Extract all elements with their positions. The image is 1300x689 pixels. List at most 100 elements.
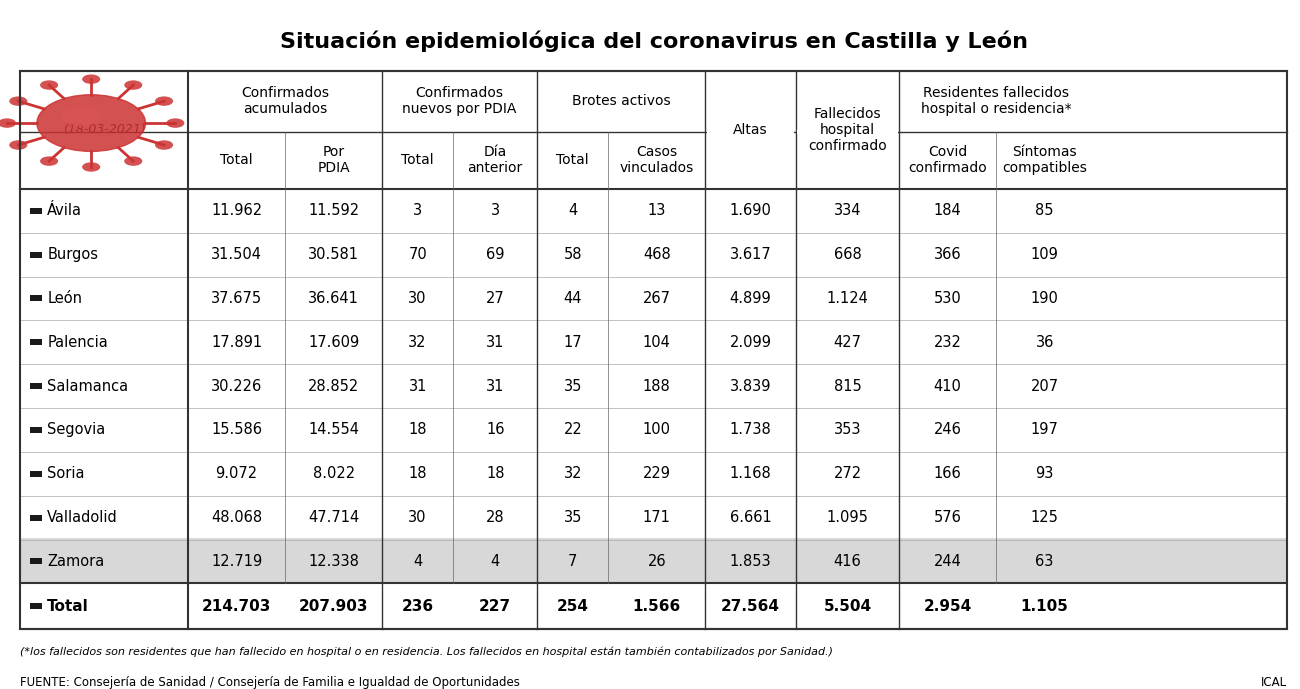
Text: 416: 416: [833, 554, 862, 569]
Text: 1.095: 1.095: [827, 510, 868, 525]
Text: 16: 16: [486, 422, 504, 438]
Bar: [30, 207, 42, 214]
Text: Palencia: Palencia: [47, 335, 108, 350]
Text: Fallecidos
hospital
confirmado: Fallecidos hospital confirmado: [809, 107, 887, 153]
Bar: [30, 296, 42, 302]
Text: 207: 207: [1031, 378, 1058, 393]
Text: 4: 4: [413, 554, 423, 569]
Text: Total: Total: [402, 153, 434, 167]
Text: 3.617: 3.617: [729, 247, 771, 262]
Text: 26: 26: [647, 554, 666, 569]
Text: Brotes activos: Brotes activos: [572, 94, 671, 108]
Text: 31: 31: [486, 335, 504, 350]
Bar: [30, 515, 42, 521]
Text: León: León: [47, 291, 82, 306]
Text: 17.609: 17.609: [308, 335, 359, 350]
Text: 18: 18: [486, 466, 504, 482]
Text: 2.099: 2.099: [729, 335, 771, 350]
Text: 3: 3: [413, 203, 423, 218]
Text: 190: 190: [1031, 291, 1058, 306]
Text: FUENTE: Consejería de Sanidad / Consejería de Familia e Igualdad de Oportunidade: FUENTE: Consejería de Sanidad / Consejer…: [20, 677, 520, 689]
Circle shape: [155, 96, 173, 106]
Text: 58: 58: [563, 247, 582, 262]
Text: 13: 13: [647, 203, 666, 218]
Text: 28: 28: [486, 510, 504, 525]
Text: 85: 85: [1035, 203, 1054, 218]
Bar: [30, 383, 42, 389]
Text: 668: 668: [833, 247, 862, 262]
Circle shape: [62, 106, 100, 126]
Text: 267: 267: [642, 291, 671, 306]
Bar: [20, 537, 1287, 584]
Text: 4: 4: [490, 554, 499, 569]
Text: 35: 35: [564, 378, 582, 393]
Text: 4: 4: [568, 203, 577, 218]
Bar: [30, 251, 42, 258]
Text: 69: 69: [486, 247, 504, 262]
Text: 815: 815: [833, 378, 862, 393]
Text: 31.504: 31.504: [211, 247, 263, 262]
Text: 48.068: 48.068: [211, 510, 263, 525]
Text: Total: Total: [556, 153, 589, 167]
Circle shape: [36, 95, 146, 152]
Text: 184: 184: [933, 203, 962, 218]
Text: 171: 171: [644, 510, 671, 525]
Text: 30: 30: [408, 291, 426, 306]
Text: 166: 166: [933, 466, 962, 482]
Circle shape: [82, 163, 100, 172]
Circle shape: [82, 74, 100, 84]
Text: 214.703: 214.703: [202, 599, 272, 614]
Text: 30.226: 30.226: [211, 378, 263, 393]
Text: 1.853: 1.853: [729, 554, 771, 569]
Text: (*los fallecidos son residentes que han fallecido en hospital o en residencia. L: (*los fallecidos son residentes que han …: [20, 646, 833, 657]
Text: 12.338: 12.338: [308, 554, 359, 569]
Text: 35: 35: [564, 510, 582, 525]
Text: 8.022: 8.022: [312, 466, 355, 482]
Text: Residentes fallecidos
hospital o residencia*: Residentes fallecidos hospital o residen…: [920, 86, 1071, 116]
Text: 1.168: 1.168: [729, 466, 771, 482]
Text: 11.962: 11.962: [211, 203, 263, 218]
Text: 188: 188: [644, 378, 671, 393]
Text: Total: Total: [47, 599, 88, 614]
Text: 6.661: 6.661: [729, 510, 771, 525]
Text: 353: 353: [833, 422, 862, 438]
Text: 27: 27: [486, 291, 504, 306]
Text: 30.581: 30.581: [308, 247, 359, 262]
Text: 227: 227: [480, 599, 511, 614]
Text: Día
anterior: Día anterior: [468, 145, 523, 175]
Text: 32: 32: [563, 466, 582, 482]
Circle shape: [155, 141, 173, 150]
Text: 15.586: 15.586: [211, 422, 263, 438]
Text: 530: 530: [933, 291, 962, 306]
Text: Zamora: Zamora: [47, 554, 104, 569]
Circle shape: [9, 96, 27, 106]
Text: 1.105: 1.105: [1020, 599, 1069, 614]
Text: 100: 100: [642, 422, 671, 438]
Text: 427: 427: [833, 335, 862, 350]
Bar: [30, 604, 42, 609]
Circle shape: [40, 156, 58, 166]
Bar: [30, 471, 42, 477]
Text: Confirmados
acumulados: Confirmados acumulados: [240, 86, 329, 116]
Text: 22: 22: [563, 422, 582, 438]
Text: 2.954: 2.954: [923, 599, 972, 614]
Text: Salamanca: Salamanca: [47, 378, 129, 393]
Circle shape: [40, 81, 58, 90]
Text: 109: 109: [1031, 247, 1058, 262]
Text: Total: Total: [220, 153, 254, 167]
Circle shape: [0, 119, 16, 127]
Text: Segovia: Segovia: [47, 422, 105, 438]
Text: 31: 31: [408, 378, 426, 393]
Text: Por
PDIA: Por PDIA: [317, 145, 350, 175]
Text: 12.719: 12.719: [211, 554, 263, 569]
Bar: [30, 339, 42, 345]
Text: 11.592: 11.592: [308, 203, 359, 218]
Text: Casos
vinculados: Casos vinculados: [620, 145, 694, 175]
Text: 93: 93: [1036, 466, 1054, 482]
Text: 104: 104: [644, 335, 671, 350]
Text: 1.738: 1.738: [729, 422, 771, 438]
Text: 1.690: 1.690: [729, 203, 771, 218]
Text: 229: 229: [642, 466, 671, 482]
Bar: [797, 130, 898, 134]
Text: 3.839: 3.839: [729, 378, 771, 393]
